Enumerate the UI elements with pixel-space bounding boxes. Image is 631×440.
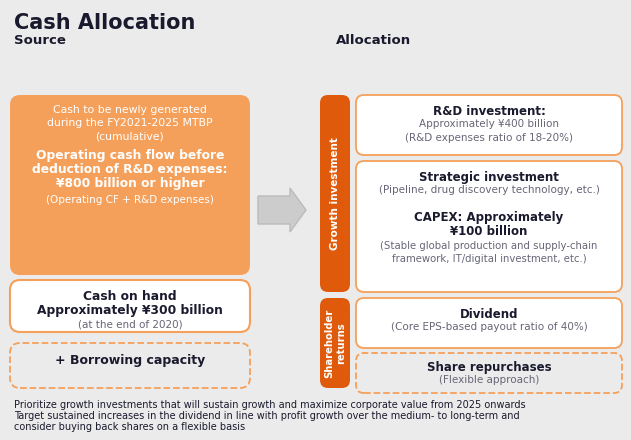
Text: Approximately ¥400 billion: Approximately ¥400 billion xyxy=(419,119,559,129)
Text: Cash to be newly generated: Cash to be newly generated xyxy=(53,105,207,115)
Text: Source: Source xyxy=(14,34,66,47)
Text: Cash Allocation: Cash Allocation xyxy=(14,13,196,33)
Text: consider buying back shares on a flexible basis: consider buying back shares on a flexibl… xyxy=(14,422,245,432)
Text: Approximately ¥300 billion: Approximately ¥300 billion xyxy=(37,304,223,317)
Text: Operating cash flow before: Operating cash flow before xyxy=(36,149,224,162)
Text: Growth investment: Growth investment xyxy=(330,137,340,250)
Text: + Borrowing capacity: + Borrowing capacity xyxy=(55,354,205,367)
Text: (Operating CF + R&D expenses): (Operating CF + R&D expenses) xyxy=(46,195,214,205)
Text: during the FY2021-2025 MTBP: during the FY2021-2025 MTBP xyxy=(47,118,213,128)
Text: Prioritize growth investments that will sustain growth and maximize corporate va: Prioritize growth investments that will … xyxy=(14,400,526,410)
Text: (at the end of 2020): (at the end of 2020) xyxy=(78,319,182,329)
FancyBboxPatch shape xyxy=(10,95,250,275)
Text: Target sustained increases in the dividend in line with profit growth over the m: Target sustained increases in the divide… xyxy=(14,411,519,421)
FancyBboxPatch shape xyxy=(356,298,622,348)
Text: R&D investment:: R&D investment: xyxy=(433,105,545,118)
FancyBboxPatch shape xyxy=(320,298,350,388)
FancyBboxPatch shape xyxy=(356,161,622,292)
Text: framework, IT/digital investment, etc.): framework, IT/digital investment, etc.) xyxy=(392,254,586,264)
Text: (Flexible approach): (Flexible approach) xyxy=(439,375,539,385)
Text: CAPEX: Approximately: CAPEX: Approximately xyxy=(415,211,563,224)
Text: ¥800 billion or higher: ¥800 billion or higher xyxy=(56,177,204,190)
Text: (Core EPS-based payout ratio of 40%): (Core EPS-based payout ratio of 40%) xyxy=(391,322,587,332)
Text: Share repurchases: Share repurchases xyxy=(427,361,551,374)
Text: (Pipeline, drug discovery technology, etc.): (Pipeline, drug discovery technology, et… xyxy=(379,185,599,195)
Text: deduction of R&D expenses:: deduction of R&D expenses: xyxy=(32,163,228,176)
Text: ¥100 billion: ¥100 billion xyxy=(451,225,528,238)
Text: Strategic investment: Strategic investment xyxy=(419,171,559,184)
Text: Allocation: Allocation xyxy=(336,34,411,47)
FancyArrow shape xyxy=(258,188,306,232)
Text: Dividend: Dividend xyxy=(460,308,518,321)
Text: (R&D expenses ratio of 18-20%): (R&D expenses ratio of 18-20%) xyxy=(405,133,573,143)
Text: (cumulative): (cumulative) xyxy=(96,131,164,141)
Text: Shareholder
returns: Shareholder returns xyxy=(324,308,346,378)
FancyBboxPatch shape xyxy=(10,343,250,388)
FancyBboxPatch shape xyxy=(356,95,622,155)
FancyBboxPatch shape xyxy=(10,280,250,332)
Text: Cash on hand: Cash on hand xyxy=(83,290,177,303)
Text: (Stable global production and supply-chain: (Stable global production and supply-cha… xyxy=(380,241,598,251)
FancyBboxPatch shape xyxy=(356,353,622,393)
FancyBboxPatch shape xyxy=(320,95,350,292)
